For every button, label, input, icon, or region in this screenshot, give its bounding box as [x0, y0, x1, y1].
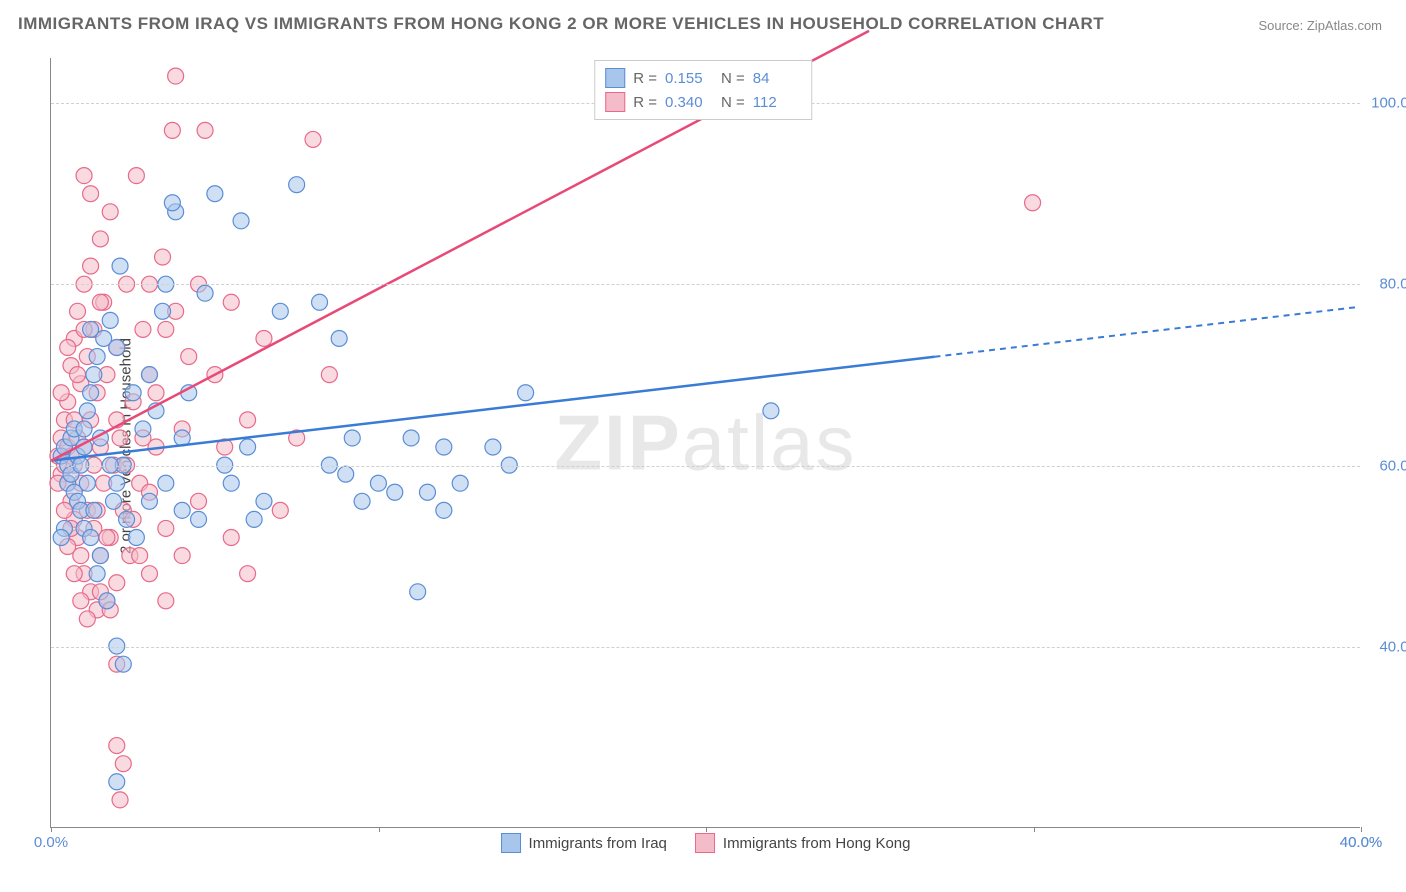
chart-svg [51, 58, 1360, 827]
legend-top-row-2: R = 0.340 N = 112 [605, 90, 801, 114]
legend-top-row-1: R = 0.155 N = 84 [605, 66, 801, 90]
n-value-2: 112 [753, 94, 801, 111]
r-value-1: 0.155 [665, 70, 713, 87]
plot-area: ZIPatlas Immigrants from Iraq Immigrants… [50, 58, 1360, 828]
legend-item-hongkong: Immigrants from Hong Kong [695, 833, 911, 853]
legend-label-iraq: Immigrants from Iraq [529, 835, 667, 852]
legend-top-swatch-1 [605, 68, 625, 88]
n-value-1: 84 [753, 70, 801, 87]
legend-swatch-hongkong [695, 833, 715, 853]
legend-swatch-iraq [501, 833, 521, 853]
legend-top-swatch-2 [605, 92, 625, 112]
legend-top: R = 0.155 N = 84 R = 0.340 N = 112 [594, 60, 812, 120]
ytick-label: 100.0% [1366, 95, 1406, 112]
legend-bottom: Immigrants from Iraq Immigrants from Hon… [501, 833, 911, 853]
chart-source: Source: ZipAtlas.com [1258, 18, 1382, 33]
r-value-2: 0.340 [665, 94, 713, 111]
legend-item-iraq: Immigrants from Iraq [501, 833, 667, 853]
chart-title: IMMIGRANTS FROM IRAQ VS IMMIGRANTS FROM … [18, 14, 1104, 34]
ytick-label: 60.0% [1366, 457, 1406, 474]
ytick-label: 80.0% [1366, 276, 1406, 293]
xtick-label: 0.0% [34, 834, 68, 851]
ytick-label: 40.0% [1366, 638, 1406, 655]
legend-label-hongkong: Immigrants from Hong Kong [723, 835, 911, 852]
